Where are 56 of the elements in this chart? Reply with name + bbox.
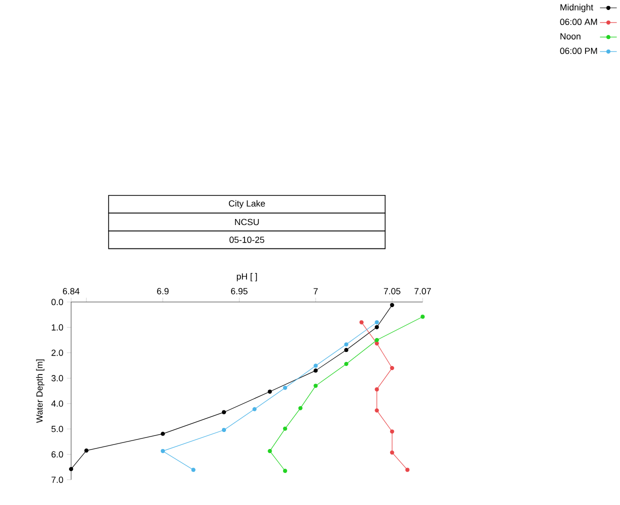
chart-title: City Lake [228, 200, 265, 208]
y-axis-title: Water Depth [m] [36, 359, 44, 423]
point [283, 468, 288, 473]
point [374, 341, 379, 346]
y-tick-label: 1.0 [52, 324, 64, 330]
point [390, 450, 394, 454]
point [390, 366, 394, 370]
y-tick-label: 4.0 [51, 400, 64, 406]
y-tick-label: 6.0 [52, 451, 64, 458]
point [314, 368, 318, 372]
point [191, 468, 196, 472]
y-tick-label: 3.0 [51, 374, 64, 382]
point [374, 324, 379, 329]
point [405, 468, 410, 472]
point [222, 410, 226, 414]
x-tick-label: 7 [314, 288, 318, 294]
legend-label: 06:00 AM [560, 18, 597, 25]
point [374, 387, 379, 392]
point [390, 429, 394, 434]
point [268, 448, 272, 453]
point [252, 406, 257, 412]
point [359, 320, 364, 324]
point [374, 338, 379, 342]
point [314, 384, 318, 388]
x-tick-label: 7.07 [414, 288, 431, 294]
point [344, 342, 348, 346]
point [298, 406, 302, 410]
legend-label: Noon [560, 33, 580, 40]
point [283, 386, 288, 390]
legend-label: 06:00 PM [560, 48, 597, 54]
chart-subtitle: NCSU [235, 218, 259, 225]
x-tick-label: 6.9 [157, 288, 169, 294]
y-tick-label: 7.0 [52, 476, 64, 483]
point [84, 448, 88, 452]
point [344, 362, 348, 366]
point [160, 448, 165, 453]
x-axis-title: pH [ ] [236, 272, 257, 282]
y-tick-label: 2.0 [52, 349, 64, 356]
y-tick-label: 5.0 [51, 426, 64, 432]
text: 05-10-25 [230, 236, 264, 243]
point [69, 466, 74, 471]
legend-label: Midnight [560, 4, 594, 12]
point [314, 363, 318, 368]
point [374, 408, 379, 412]
point [160, 432, 165, 436]
y-tick-label: 0.0 [51, 298, 64, 305]
point [344, 348, 348, 352]
point [420, 314, 425, 319]
point [222, 428, 226, 432]
point [283, 426, 288, 431]
point [374, 320, 379, 324]
point [268, 389, 272, 394]
point [390, 302, 394, 307]
x-tick-label: 6.84 [62, 288, 80, 294]
x-tick-label: 6.95 [231, 288, 248, 294]
x-tick-label: 7.05 [384, 288, 400, 294]
